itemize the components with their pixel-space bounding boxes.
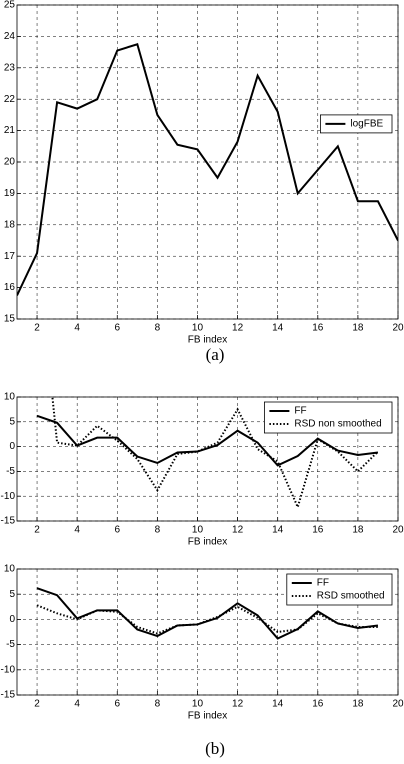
x-tick-label: 14 bbox=[272, 699, 284, 710]
y-tick-label: 5 bbox=[9, 589, 15, 600]
y-tick-label: 19 bbox=[4, 188, 16, 199]
legend-label: RSD non smoothed bbox=[294, 419, 381, 430]
y-tick-label: 20 bbox=[4, 157, 16, 168]
x-tick-label: 12 bbox=[232, 699, 244, 710]
x-tick-label: 14 bbox=[272, 323, 284, 334]
x-tick-label: 6 bbox=[114, 323, 120, 334]
y-tick-label: 15 bbox=[4, 314, 16, 325]
x-tick-label: 18 bbox=[352, 525, 364, 536]
x-tick-label: 8 bbox=[155, 525, 161, 536]
x-tick-label: 2 bbox=[34, 699, 40, 710]
legend: FF RSD smoothed bbox=[286, 573, 393, 606]
plot-frame bbox=[16, 568, 399, 696]
x-tick-label: 8 bbox=[155, 323, 161, 334]
y-tick-label: -5 bbox=[6, 466, 15, 477]
series-line bbox=[51, 397, 379, 511]
caption: (a) bbox=[206, 345, 225, 364]
y-tick-label: 5 bbox=[9, 416, 15, 427]
x-tick-label: 10 bbox=[192, 525, 204, 536]
x-axis-label: FB index bbox=[188, 335, 227, 346]
x-tick-label: 18 bbox=[352, 699, 364, 710]
x-tick-label: 10 bbox=[192, 699, 204, 710]
x-axis-label: FB index bbox=[188, 537, 227, 548]
x-tick-label: 16 bbox=[312, 699, 324, 710]
x-tick-label: 2 bbox=[34, 323, 40, 334]
caption: (b) bbox=[205, 739, 225, 758]
x-tick-label: 4 bbox=[74, 699, 80, 710]
plot-frame bbox=[16, 4, 399, 320]
y-tick-label: 21 bbox=[4, 125, 16, 136]
x-tick-label: 20 bbox=[392, 323, 404, 334]
series-line bbox=[17, 42, 398, 296]
y-tick-label: 25 bbox=[4, 0, 16, 11]
plot-frame bbox=[16, 396, 399, 522]
x-tick-label: 6 bbox=[114, 525, 120, 536]
x-axis-label: FB index bbox=[188, 711, 227, 722]
x-tick-label: 2 bbox=[34, 525, 40, 536]
y-tick-label: -15 bbox=[1, 690, 16, 701]
x-tick-label: 10 bbox=[192, 323, 204, 334]
y-tick-label: -5 bbox=[6, 639, 15, 650]
y-tick-label: 17 bbox=[4, 251, 16, 262]
y-tick-label: 0 bbox=[9, 441, 15, 452]
legend-label: RSD smoothed bbox=[317, 591, 385, 602]
x-tick-label: 8 bbox=[155, 699, 161, 710]
y-tick-label: -10 bbox=[1, 664, 16, 675]
y-tick-label: 23 bbox=[4, 62, 16, 73]
y-tick-label: 10 bbox=[4, 564, 16, 575]
legend: FF RSD non smoothed bbox=[263, 401, 393, 434]
x-tick-label: 4 bbox=[74, 525, 80, 536]
x-tick-label: 12 bbox=[232, 323, 244, 334]
legend-label: FF bbox=[294, 406, 306, 417]
legend-box bbox=[286, 573, 393, 606]
x-tick-label: 16 bbox=[312, 525, 324, 536]
x-tick-label: 18 bbox=[352, 323, 364, 334]
y-tick-label: 24 bbox=[4, 31, 16, 42]
legend-box bbox=[319, 114, 393, 134]
y-tick-label: 10 bbox=[4, 392, 16, 403]
legend: logFBE bbox=[319, 114, 393, 134]
x-tick-label: 12 bbox=[232, 525, 244, 536]
y-tick-label: 22 bbox=[4, 94, 16, 105]
x-tick-label: 14 bbox=[272, 525, 284, 536]
legend-label: FF bbox=[317, 578, 329, 589]
x-tick-label: 20 bbox=[392, 525, 404, 536]
x-tick-label: 6 bbox=[114, 699, 120, 710]
x-tick-label: 20 bbox=[392, 699, 404, 710]
x-tick-label: 16 bbox=[312, 323, 324, 334]
y-tick-label: 18 bbox=[4, 219, 16, 230]
y-tick-label: -10 bbox=[1, 491, 16, 502]
legend-box bbox=[263, 401, 393, 434]
x-tick-label: 4 bbox=[74, 323, 80, 334]
y-tick-label: -15 bbox=[1, 516, 16, 527]
series-line bbox=[36, 604, 378, 635]
y-tick-label: 0 bbox=[9, 614, 15, 625]
legend-label: logFBE bbox=[350, 119, 383, 130]
y-tick-label: 16 bbox=[4, 282, 16, 293]
